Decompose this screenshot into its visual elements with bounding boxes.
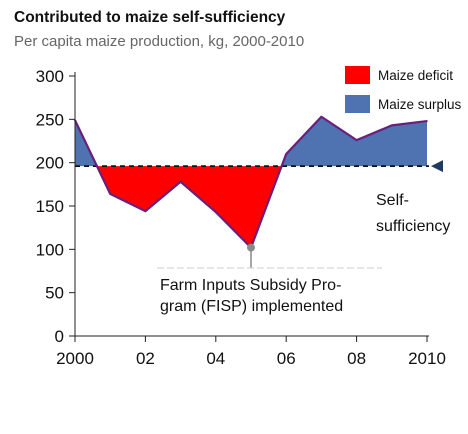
self-sufficiency-label: Self- bbox=[376, 192, 409, 209]
x-tick-label: 2010 bbox=[408, 349, 446, 368]
x-tick-label: 02 bbox=[136, 349, 155, 368]
data-point-2004 bbox=[215, 211, 217, 213]
chart-subtitle: Per capita maize production, kg, 2000-20… bbox=[14, 33, 305, 50]
legend-swatch-0 bbox=[345, 66, 370, 84]
x-tick-label: 04 bbox=[206, 349, 225, 368]
y-tick-label: 150 bbox=[36, 197, 64, 216]
data-point-2001 bbox=[109, 193, 111, 195]
legend-label-0: Maize deficit bbox=[378, 68, 453, 83]
y-tick-label: 300 bbox=[36, 67, 64, 86]
data-point-2008 bbox=[355, 139, 358, 141]
self-sufficiency-label: sufficiency bbox=[376, 218, 450, 235]
y-tick-label: 200 bbox=[36, 154, 64, 173]
fisp-marker bbox=[247, 243, 255, 252]
data-point-2003 bbox=[179, 180, 182, 183]
deficit-area bbox=[96, 166, 282, 248]
chart-title: Contributed to maize self-sufficiency bbox=[14, 9, 286, 26]
legend-label-1: Maize surplus bbox=[378, 97, 462, 112]
x-tick-label: 2000 bbox=[56, 349, 94, 368]
data-point-2010 bbox=[426, 120, 428, 122]
x-tick-label: 08 bbox=[347, 349, 366, 368]
data-point-2009 bbox=[391, 124, 393, 127]
data-point-2007 bbox=[320, 115, 323, 118]
fisp-label: gram (FISP) implemented bbox=[160, 298, 343, 315]
data-point-2006 bbox=[285, 153, 288, 155]
legend-swatch-1 bbox=[345, 95, 370, 113]
y-tick-label: 250 bbox=[36, 110, 64, 129]
fisp-label: Farm Inputs Subsidy Pro- bbox=[160, 277, 341, 294]
y-tick-label: 50 bbox=[45, 284, 64, 303]
y-tick-label: 0 bbox=[55, 327, 64, 346]
x-tick-label: 06 bbox=[277, 349, 296, 368]
self-sufficiency-arrow-icon bbox=[431, 160, 443, 173]
y-tick-label: 100 bbox=[36, 240, 64, 259]
data-point-2002 bbox=[144, 210, 147, 212]
surplus-area bbox=[75, 116, 427, 167]
